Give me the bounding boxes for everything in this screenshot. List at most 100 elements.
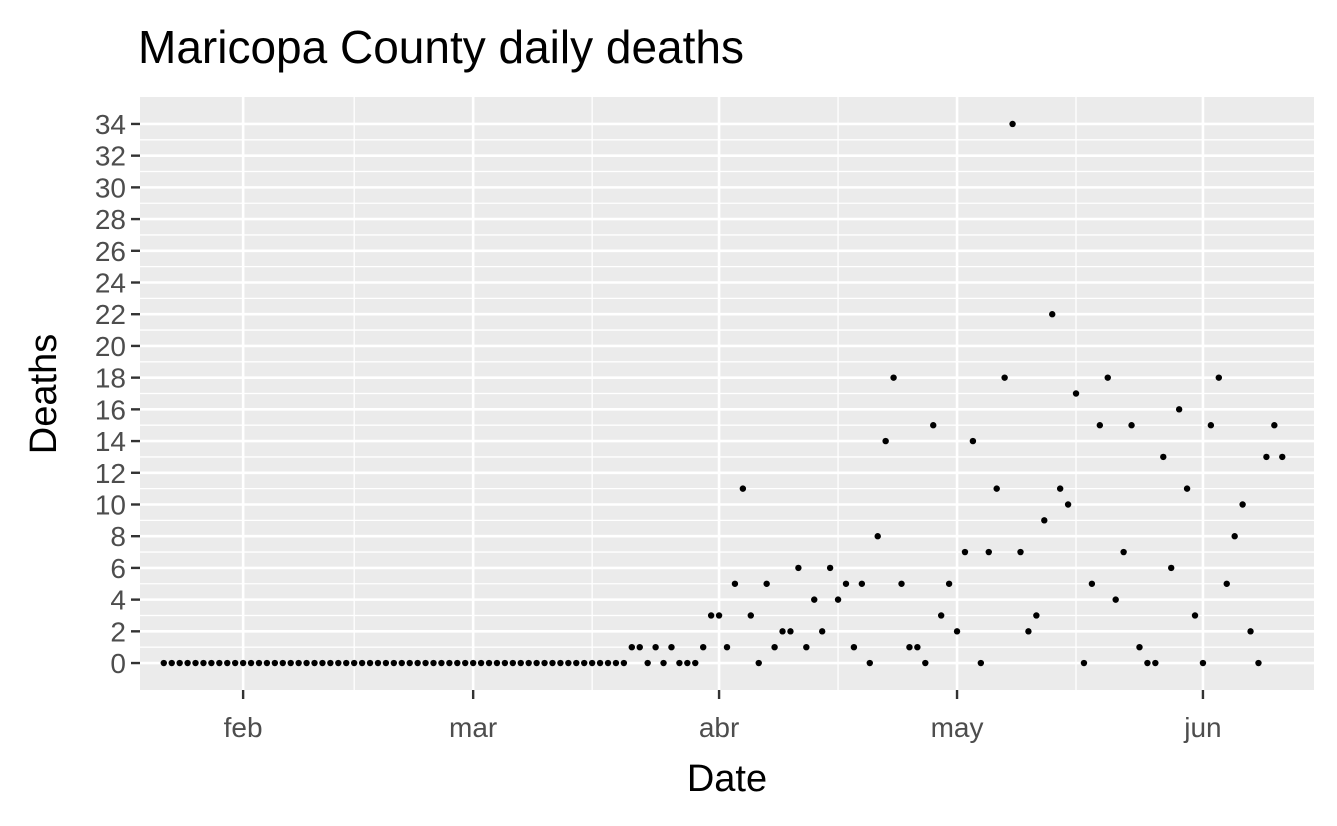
data-point <box>1088 580 1096 587</box>
data-point <box>168 659 175 667</box>
data-point <box>430 659 437 667</box>
data-point <box>961 548 969 556</box>
data-point <box>1152 659 1159 667</box>
data-point <box>1112 596 1119 603</box>
data-point <box>565 659 572 667</box>
data-point <box>549 659 556 667</box>
data-point <box>842 580 850 587</box>
data-point <box>676 659 683 667</box>
data-point <box>1223 580 1230 587</box>
data-point <box>1168 564 1175 572</box>
data-point <box>247 659 255 667</box>
data-point <box>216 659 223 667</box>
data-point <box>517 659 524 667</box>
data-point <box>255 659 263 667</box>
data-point <box>1096 422 1104 429</box>
y-tick-label: 24 <box>95 268 126 299</box>
data-point <box>1239 501 1246 508</box>
data-point <box>692 659 699 667</box>
data-point <box>953 628 961 635</box>
y-tick-label: 22 <box>95 299 126 330</box>
data-point <box>239 659 247 667</box>
data-point <box>1247 628 1254 635</box>
y-tick-label: 2 <box>110 616 126 647</box>
data-point <box>628 643 636 651</box>
data-point <box>1056 485 1064 492</box>
y-tick-label: 34 <box>95 109 126 140</box>
data-point <box>937 612 945 619</box>
data-point <box>1136 643 1143 651</box>
data-point <box>985 548 992 556</box>
data-point <box>462 659 469 667</box>
data-point <box>327 659 334 667</box>
y-tick-label: 20 <box>95 331 126 362</box>
data-point <box>866 659 873 667</box>
y-tick-label: 6 <box>110 553 126 584</box>
data-point <box>1263 453 1270 461</box>
y-tick-label: 10 <box>95 489 126 520</box>
data-point <box>557 659 564 667</box>
data-point <box>1064 501 1072 508</box>
data-point <box>184 659 191 667</box>
data-point <box>811 596 818 603</box>
data-point <box>652 643 659 651</box>
chart-title: Maricopa County daily deaths <box>138 21 744 73</box>
data-point <box>231 659 239 667</box>
data-point <box>747 612 754 619</box>
data-point <box>501 659 509 667</box>
data-point <box>731 580 739 587</box>
data-point <box>1041 517 1048 524</box>
x-tick-label: may <box>931 712 984 743</box>
data-point <box>1255 659 1262 667</box>
data-point <box>588 659 596 667</box>
y-tick-label: 4 <box>110 585 126 616</box>
data-point <box>303 659 310 667</box>
data-point <box>350 659 358 667</box>
data-point <box>914 643 921 651</box>
y-tick-label: 26 <box>95 236 126 267</box>
data-point <box>366 659 374 667</box>
data-point <box>160 659 167 667</box>
x-tick-label: feb <box>224 712 263 743</box>
data-point <box>509 659 517 667</box>
data-point <box>398 659 405 667</box>
data-point <box>993 485 1000 492</box>
data-point <box>858 580 866 587</box>
data-point <box>335 659 342 667</box>
data-point <box>1279 453 1286 461</box>
data-point <box>1009 120 1016 128</box>
data-point <box>620 659 628 667</box>
data-point <box>343 659 350 667</box>
data-point <box>477 659 485 667</box>
data-point <box>977 659 985 667</box>
y-tick-label: 8 <box>110 521 126 552</box>
x-tick-label: mar <box>449 712 497 743</box>
data-point <box>1199 659 1207 667</box>
data-point <box>581 659 588 667</box>
data-point <box>192 659 199 667</box>
data-point <box>1017 548 1024 556</box>
data-point <box>485 659 493 667</box>
data-point <box>541 659 548 667</box>
data-point <box>358 659 366 667</box>
data-point <box>382 659 390 667</box>
data-point <box>850 643 858 651</box>
data-point <box>208 659 215 667</box>
data-point <box>945 580 953 587</box>
y-axis-title: Deaths <box>23 334 65 454</box>
major-gridlines <box>140 97 1314 690</box>
data-point <box>700 643 707 651</box>
data-point <box>969 437 977 445</box>
data-point <box>787 628 794 635</box>
data-point <box>279 659 286 667</box>
data-point <box>771 643 778 651</box>
data-point <box>287 659 294 667</box>
data-point <box>890 374 897 381</box>
data-point <box>469 659 477 667</box>
data-point <box>271 659 279 667</box>
data-point <box>636 643 643 651</box>
data-point <box>930 422 937 429</box>
x-axis: feb mar abr may jun <box>224 690 1222 743</box>
data-point <box>715 612 723 619</box>
